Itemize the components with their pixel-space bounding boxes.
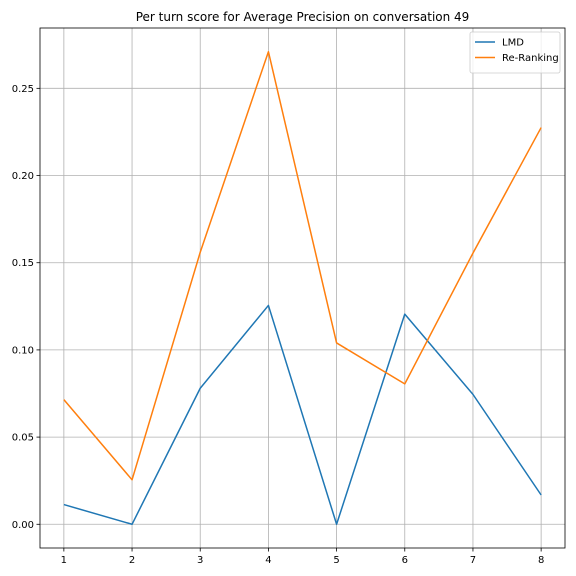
legend-label: Re-Ranking	[502, 53, 559, 64]
x-tick-label: 4	[265, 555, 271, 566]
x-tick-label: 5	[333, 555, 339, 566]
x-tick-label: 8	[538, 555, 544, 566]
y-tick-label: 0.10	[12, 345, 34, 356]
x-tick-label: 7	[470, 555, 476, 566]
axis-ticks: 1 2 3 4 5 6 7 8 0.00 0.05 0.10 0.15 0.20 0.25	[12, 84, 545, 566]
legend: LMD Re-Ranking	[469, 31, 561, 74]
x-tick-label: 6	[402, 555, 408, 566]
y-tick-label: 0.15	[12, 258, 34, 269]
x-tick-label: 1	[61, 555, 67, 566]
y-tick-label: 0.05	[12, 433, 34, 444]
series-layer	[63, 50, 542, 526]
plot-frame	[39, 27, 566, 549]
y-tick-label: 0.20	[12, 171, 34, 182]
x-tick-label: 2	[129, 555, 135, 566]
legend-label: LMD	[502, 38, 524, 49]
grid	[40, 28, 565, 548]
series-line-re-ranking	[63, 50, 542, 481]
series-line-lmd	[63, 304, 542, 526]
y-tick-label: 0.00	[12, 520, 34, 531]
y-tick-label: 0.25	[12, 84, 34, 95]
chart-title: Per turn score for Average Precision on …	[136, 10, 470, 24]
x-tick-label: 3	[197, 555, 203, 566]
